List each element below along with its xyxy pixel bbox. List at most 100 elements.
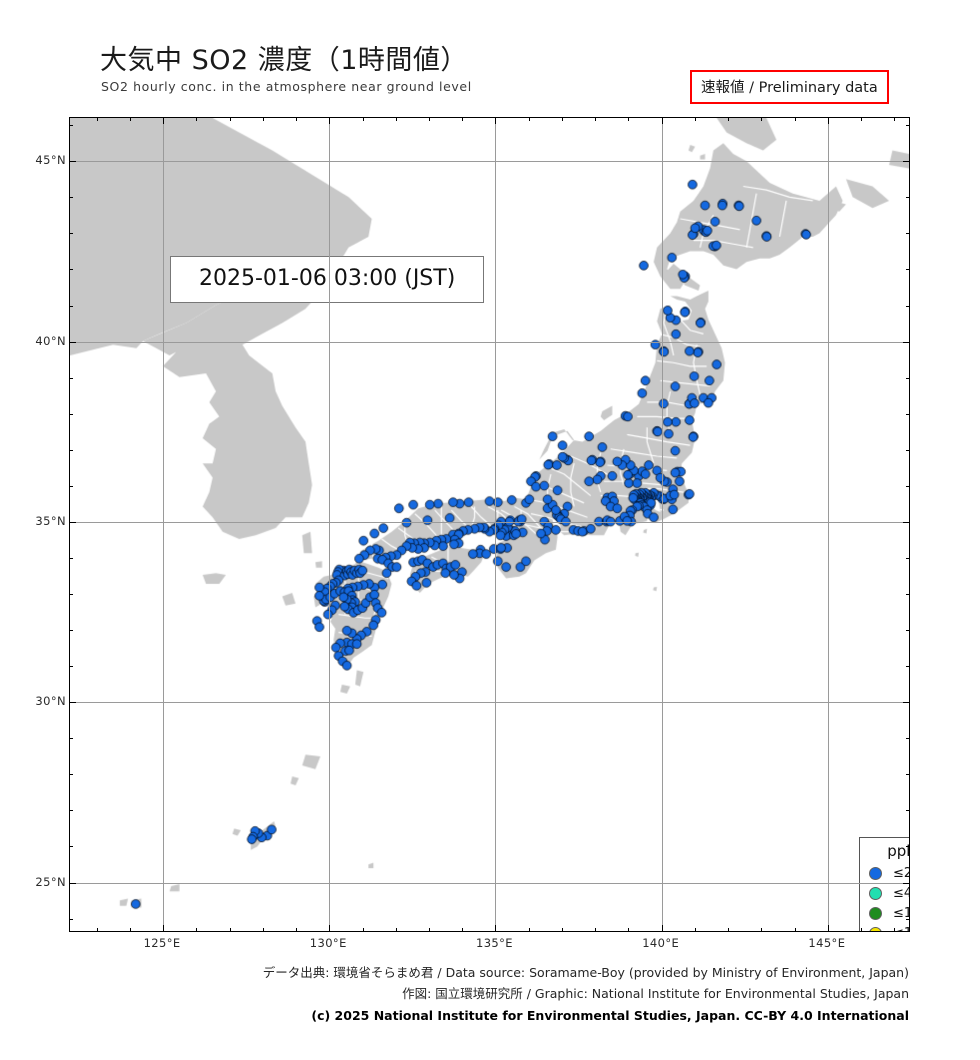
axis-minor-tick: [906, 269, 909, 271]
axis-minor-tick: [694, 118, 696, 121]
axis-minor-tick: [906, 233, 909, 235]
axis-minor-tick: [70, 269, 73, 271]
axis-tick: [903, 341, 909, 343]
axis-tick: [70, 341, 76, 343]
axis-minor-tick: [70, 666, 73, 668]
axis-tick: [661, 118, 663, 124]
axis-minor-tick: [70, 594, 73, 596]
axis-minor-tick: [395, 118, 397, 121]
axis-minor-tick: [129, 928, 131, 931]
axis-minor-tick: [861, 118, 863, 121]
axis-minor-tick: [395, 928, 397, 931]
axis-minor-tick: [70, 197, 73, 199]
axis-minor-tick: [70, 485, 73, 487]
lat-tick-label-35°N: 35°N: [35, 513, 66, 528]
axis-minor-tick: [462, 118, 464, 121]
legend-item-3: ≤120: [866, 923, 909, 932]
axis-minor-tick: [362, 118, 364, 121]
gridline-lat: [70, 702, 909, 704]
axis-minor-tick: [906, 305, 909, 307]
axis-minor-tick: [70, 125, 73, 127]
legend-swatch-icon: [869, 886, 882, 900]
page-title: 大気中 SO2 濃度（1時間値）: [100, 45, 468, 76]
axis-tick: [903, 882, 909, 884]
axis-minor-tick: [70, 918, 73, 920]
header: 大気中 SO2 濃度（1時間値） SO2 hourly conc. in the…: [0, 0, 980, 117]
gridline-lat: [70, 882, 909, 884]
lat-tick-label-25°N: 25°N: [35, 874, 66, 889]
axis-minor-tick: [906, 738, 909, 740]
axis-tick: [903, 161, 909, 163]
axis-minor-tick: [628, 118, 630, 121]
gridline-lon: [329, 118, 331, 931]
legend-item-label: ≤100: [893, 905, 909, 921]
axis-minor-tick: [561, 118, 563, 121]
axis-minor-tick: [429, 928, 430, 931]
axis-minor-tick: [296, 928, 298, 931]
axis-minor-tick: [906, 918, 909, 920]
axis-minor-tick: [196, 928, 198, 931]
legend-rows: ≤20≤40≤100≤120≤150≤500: [866, 863, 909, 932]
legend-title: ppb: [887, 842, 909, 860]
gridline-lat: [70, 341, 909, 343]
legend-item-label: ≤120: [893, 926, 909, 932]
axis-minor-tick: [70, 377, 73, 379]
axis-minor-tick: [906, 413, 909, 415]
axis-minor-tick: [906, 449, 909, 451]
axis-minor-tick: [761, 928, 763, 931]
axis-minor-tick: [595, 118, 597, 121]
axis-tick: [495, 925, 497, 931]
axis-tick: [661, 925, 663, 931]
axis-minor-tick: [262, 118, 264, 121]
legend-swatch-icon: [869, 926, 882, 931]
axis-minor-tick: [561, 928, 563, 931]
axis-minor-tick: [70, 846, 73, 848]
axis-minor-tick: [129, 118, 131, 121]
status-badge: 速報値 / Preliminary data: [690, 70, 889, 104]
gridline-lat: [70, 161, 909, 163]
gridline-lon: [495, 118, 497, 931]
axis-minor-tick: [861, 928, 863, 931]
gridline-lon: [827, 118, 829, 931]
axis-tick: [329, 925, 331, 931]
axis-minor-tick: [96, 928, 98, 931]
axis-tick: [163, 925, 165, 931]
axis-minor-tick: [96, 118, 98, 121]
lon-tick-label-140°E: 140°E: [642, 936, 680, 950]
axis-minor-tick: [761, 118, 763, 121]
axis-minor-tick: [70, 233, 73, 235]
axis-tick: [163, 118, 165, 124]
legend-item-2: ≤100: [866, 903, 909, 923]
axis-tick: [70, 161, 76, 163]
axis-minor-tick: [70, 449, 73, 451]
legend-item-label: ≤20: [893, 865, 909, 881]
legend-panel: ppb ≤20≤40≤100≤120≤150≤500: [859, 837, 909, 932]
axis-minor-tick: [894, 118, 896, 121]
axis-minor-tick: [906, 810, 909, 812]
legend-item-1: ≤40: [866, 883, 909, 903]
axis-minor-tick: [262, 928, 264, 931]
footer-line-copyright: (c) 2025 National Institute for Environm…: [311, 1008, 909, 1023]
axis-minor-tick: [728, 928, 730, 931]
lat-tick-label-30°N: 30°N: [35, 694, 66, 709]
map-plot-area[interactable]: 2025-01-06 03:00 (JST) ppb ≤20 ≤40 ≤100 ≤12…: [69, 117, 910, 932]
footer-line-source: データ出典: 環境省そらまめ君 / Data source: Soramame-…: [262, 965, 909, 980]
axis-minor-tick: [70, 774, 73, 776]
timestamp-label: 2025-01-06 03:00 (JST): [170, 256, 485, 303]
axis-minor-tick: [906, 485, 909, 487]
axis-minor-tick: [906, 630, 909, 632]
map-scatter-canvas: [70, 118, 909, 931]
lon-tick-label-145°E: 145°E: [808, 936, 846, 950]
axis-minor-tick: [70, 738, 73, 740]
axis-minor-tick: [628, 928, 630, 931]
legend-swatch-icon: [869, 906, 882, 920]
axis-minor-tick: [595, 928, 597, 931]
axis-minor-tick: [906, 846, 909, 848]
footer-line-graphic: 作図: 国立環境研究所 / Graphic: National Institut…: [402, 986, 909, 1001]
axis-minor-tick: [728, 118, 730, 121]
axis-minor-tick: [70, 557, 73, 559]
lat-tick-label-45°N: 45°N: [35, 153, 66, 168]
legend-swatch-icon: [869, 866, 882, 880]
axis-minor-tick: [528, 928, 530, 931]
lat-tick-label-40°N: 40°N: [35, 333, 66, 348]
